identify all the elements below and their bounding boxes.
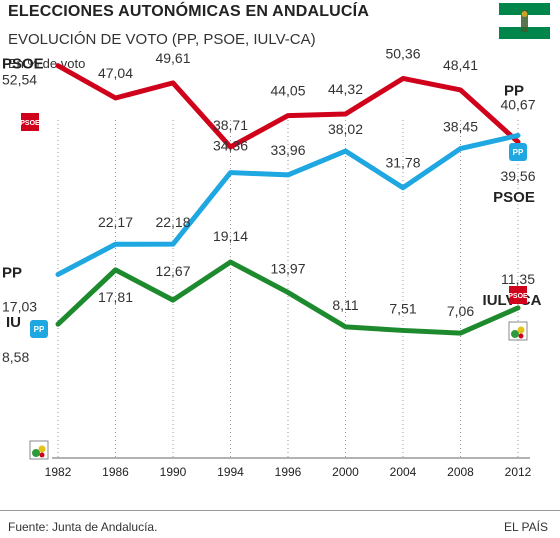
- psoe-logo-text: PSOE: [20, 120, 40, 127]
- pp-logo-icon: [30, 320, 48, 338]
- source-note: Fuente: Junta de Andalucía.: [8, 520, 158, 534]
- data-label: 44,05: [270, 83, 305, 99]
- data-label: 39,56: [500, 168, 535, 184]
- iu-logo-sun: [38, 445, 46, 453]
- series-label-pp: PP: [2, 264, 22, 281]
- data-label: 7,06: [447, 303, 474, 319]
- data-label: 17,03: [2, 298, 37, 314]
- x-tick-label: 2000: [332, 465, 359, 479]
- x-tick-label: 2012: [505, 465, 532, 479]
- x-tick-label: 1982: [45, 465, 72, 479]
- iu-logo-sun: [517, 326, 525, 334]
- iu-logo-dot: [39, 452, 45, 458]
- footer-divider: [0, 510, 560, 511]
- series-line-iu: [55, 259, 521, 336]
- data-label: 17,81: [98, 289, 133, 305]
- series-label-iu: IU: [6, 314, 21, 331]
- data-label: 12,67: [155, 263, 190, 279]
- chart-title: ELECCIONES AUTONÓMICAS EN ANDALUCÍA: [8, 3, 370, 20]
- data-label: 33,96: [270, 142, 305, 158]
- data-label: 22,17: [98, 214, 133, 230]
- x-tick-label: 1994: [217, 465, 244, 479]
- data-label: 22,18: [155, 214, 190, 230]
- andalusia-flag-icon: [499, 3, 550, 39]
- data-label: 38,45: [443, 119, 478, 135]
- data-label: 48,41: [443, 57, 478, 73]
- data-label: 50,36: [385, 45, 420, 61]
- data-label: 38,02: [328, 121, 363, 137]
- series-end-label-psoe: PSOE: [493, 189, 535, 206]
- data-label: 19,14: [213, 228, 248, 244]
- data-label: 7,51: [389, 300, 416, 316]
- pp-logo-icon: [509, 143, 527, 161]
- x-tick-label: 1990: [160, 465, 187, 479]
- data-label: 34,36: [213, 138, 248, 154]
- series-label-psoe: PSOE: [2, 56, 44, 73]
- data-label: 47,04: [98, 65, 133, 81]
- pp-logo-text: PP: [513, 148, 524, 157]
- data-label: 38,71: [213, 117, 248, 133]
- data-label: 40,67: [500, 96, 535, 112]
- iu-logo-leaf: [511, 330, 519, 338]
- x-tick-label: 1986: [102, 465, 129, 479]
- x-tick-label: 2004: [390, 465, 417, 479]
- psoe-logo-text: PSOE: [508, 293, 528, 300]
- data-label: 13,97: [270, 260, 305, 276]
- iu-logo-leaf: [32, 449, 40, 457]
- data-label: 31,78: [385, 155, 420, 171]
- data-label: 8,11: [332, 297, 358, 313]
- data-label: 44,32: [328, 81, 363, 97]
- series-line-psoe: [55, 63, 521, 150]
- unit-label: En % de voto: [8, 56, 86, 71]
- series-end-label-pp: PP: [504, 82, 524, 99]
- x-tick-label: 1996: [275, 465, 302, 479]
- data-label: 11,35: [501, 271, 535, 287]
- psoe-logo-icon: [21, 113, 39, 131]
- publisher-brand: EL PAÍS: [503, 520, 548, 534]
- data-label: 49,61: [155, 50, 190, 66]
- psoe-logo-icon: [509, 286, 527, 304]
- iu-logo-dot: [518, 333, 524, 339]
- data-label: 8,58: [2, 349, 29, 365]
- chart-subtitle: EVOLUCIÓN DE VOTO (PP, PSOE, IULV-CA): [8, 31, 316, 48]
- series-line-pp: [55, 132, 521, 277]
- x-tick-label: 2008: [447, 465, 474, 479]
- data-label: 52,54: [2, 72, 37, 88]
- pp-logo-text: PP: [34, 325, 45, 334]
